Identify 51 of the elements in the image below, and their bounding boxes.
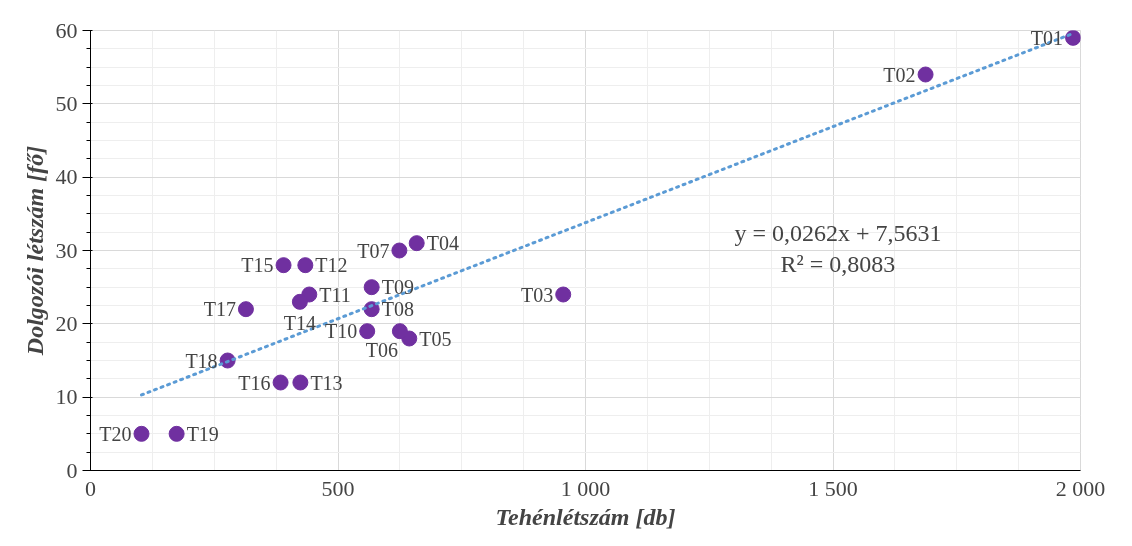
annotation: T07 <box>357 239 390 262</box>
y-tick-label: 60 <box>55 17 78 43</box>
point <box>1065 30 1081 46</box>
annotation: T08 <box>381 298 414 321</box>
point <box>555 286 572 303</box>
point <box>917 66 934 83</box>
annotation: T15 <box>241 254 274 277</box>
y-axis-title: Dolgozói létszám [fő] <box>21 145 48 357</box>
point <box>292 374 309 391</box>
point <box>272 374 289 391</box>
annotation: T10 <box>324 320 358 343</box>
annotation: T02 <box>883 63 916 86</box>
annotation: T03 <box>521 283 554 306</box>
y-tick-label: 40 <box>55 164 78 190</box>
annotation: T04 <box>426 232 459 255</box>
x-tick-label: 1 000 <box>560 475 611 501</box>
x-tick-label: 1 500 <box>808 475 858 501</box>
annotation: T06 <box>365 339 398 362</box>
y-tick-label: 20 <box>55 310 78 336</box>
annotation: T14 <box>283 311 316 334</box>
annotation: T01 <box>1030 26 1064 49</box>
x-tick-label: 500 <box>321 475 355 501</box>
x-axis-title: Tehénlétszám [db] <box>495 503 676 530</box>
annotation: T12 <box>315 254 348 277</box>
point <box>133 425 150 442</box>
annotation: T16 <box>238 371 271 394</box>
annotation: T20 <box>99 422 132 445</box>
x-tick-label: 2 000 <box>1055 475 1106 501</box>
y-tick-label: 30 <box>55 237 78 263</box>
point <box>237 301 254 318</box>
y-tick-label: 10 <box>55 384 78 410</box>
point <box>275 257 292 274</box>
annotation: T05 <box>419 327 452 350</box>
y-tick-label: 50 <box>55 90 78 116</box>
point <box>391 242 408 259</box>
point <box>408 235 425 252</box>
x-tick-label: 0 <box>85 475 96 501</box>
annotation: T13 <box>310 371 343 394</box>
point <box>363 279 380 296</box>
point <box>359 323 376 340</box>
annotation: T17 <box>203 298 236 321</box>
point <box>291 293 308 310</box>
y-tick-label: 0 <box>66 457 78 483</box>
annotation: y = 0,0262x + 7,5631 R² = 0,8083 <box>734 219 942 277</box>
annotation: T18 <box>185 349 218 372</box>
annotation: T09 <box>381 276 414 299</box>
point <box>168 425 185 442</box>
point <box>297 257 314 274</box>
point <box>391 323 408 340</box>
annotation: T19 <box>186 422 219 445</box>
annotation: T11 <box>319 283 351 306</box>
